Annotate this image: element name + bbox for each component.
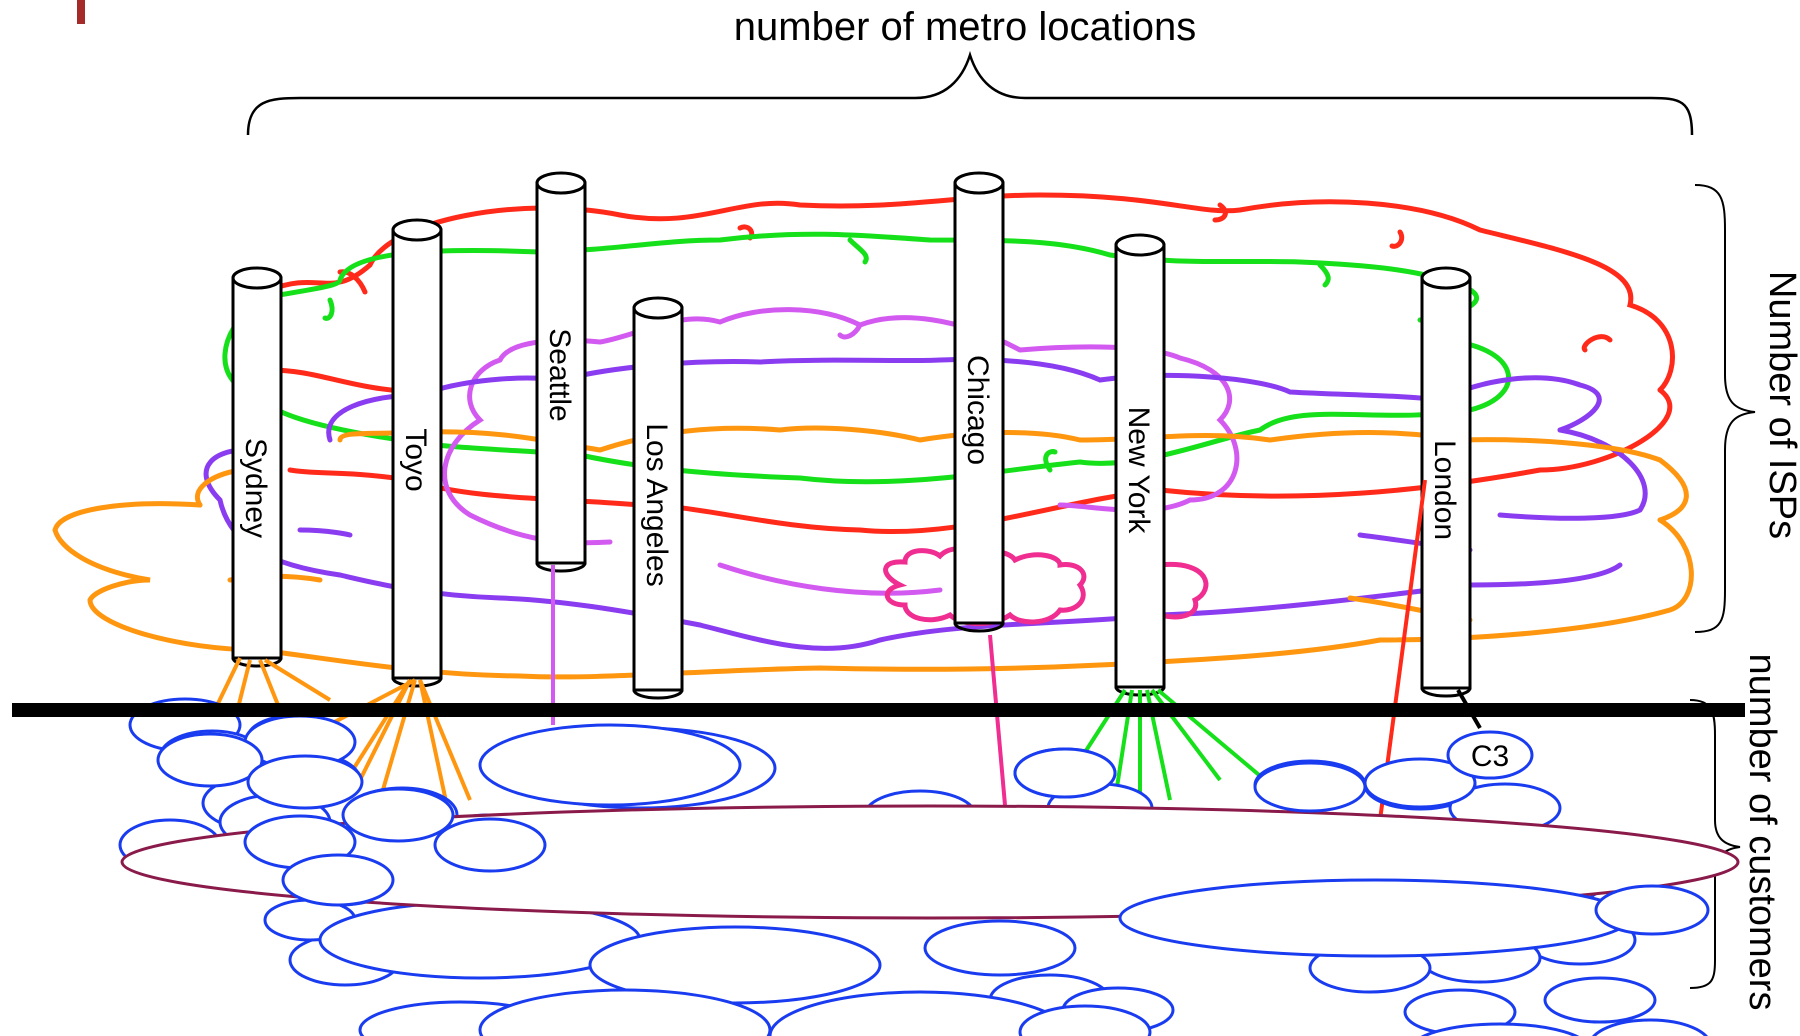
metro-los-angeles: Los Angeles bbox=[632, 296, 684, 700]
customer-link-pink bbox=[988, 634, 1007, 806]
metro-label: London bbox=[1428, 440, 1461, 540]
isp-cloud-pink bbox=[883, 546, 1209, 627]
metro-label: Toyo bbox=[399, 428, 432, 491]
isp-brace bbox=[1694, 184, 1756, 633]
customer-c3 bbox=[1446, 730, 1534, 780]
accent-bar bbox=[77, 0, 85, 24]
metro-label: Chicago bbox=[961, 355, 994, 465]
customer-networks-top bbox=[156, 714, 1477, 843]
customer-networks-front bbox=[243, 814, 1710, 958]
metro-toyo: Toyo bbox=[391, 218, 443, 688]
metro-label: Seattle bbox=[543, 328, 576, 421]
metro-sydney: Sydney bbox=[231, 266, 283, 668]
top-brace bbox=[246, 50, 1694, 136]
metro-seattle: Seattle bbox=[535, 171, 587, 573]
customer-c3-label: C3 bbox=[1471, 740, 1509, 773]
metro-label: New York bbox=[1122, 407, 1155, 535]
axis-label-customers: number of customers bbox=[1741, 654, 1783, 1011]
customer-brace bbox=[1689, 699, 1741, 989]
title-metro-locations: number of metro locations bbox=[734, 5, 1196, 49]
axis-label-isps: Number of ISPs bbox=[1761, 271, 1800, 539]
metro-label: Los Angeles bbox=[640, 423, 673, 586]
metro-new-york: New York bbox=[1114, 233, 1166, 697]
metro-chicago: Chicago bbox=[953, 171, 1005, 633]
metro-london: London bbox=[1420, 266, 1472, 698]
metro-label: Sydney bbox=[239, 438, 272, 538]
